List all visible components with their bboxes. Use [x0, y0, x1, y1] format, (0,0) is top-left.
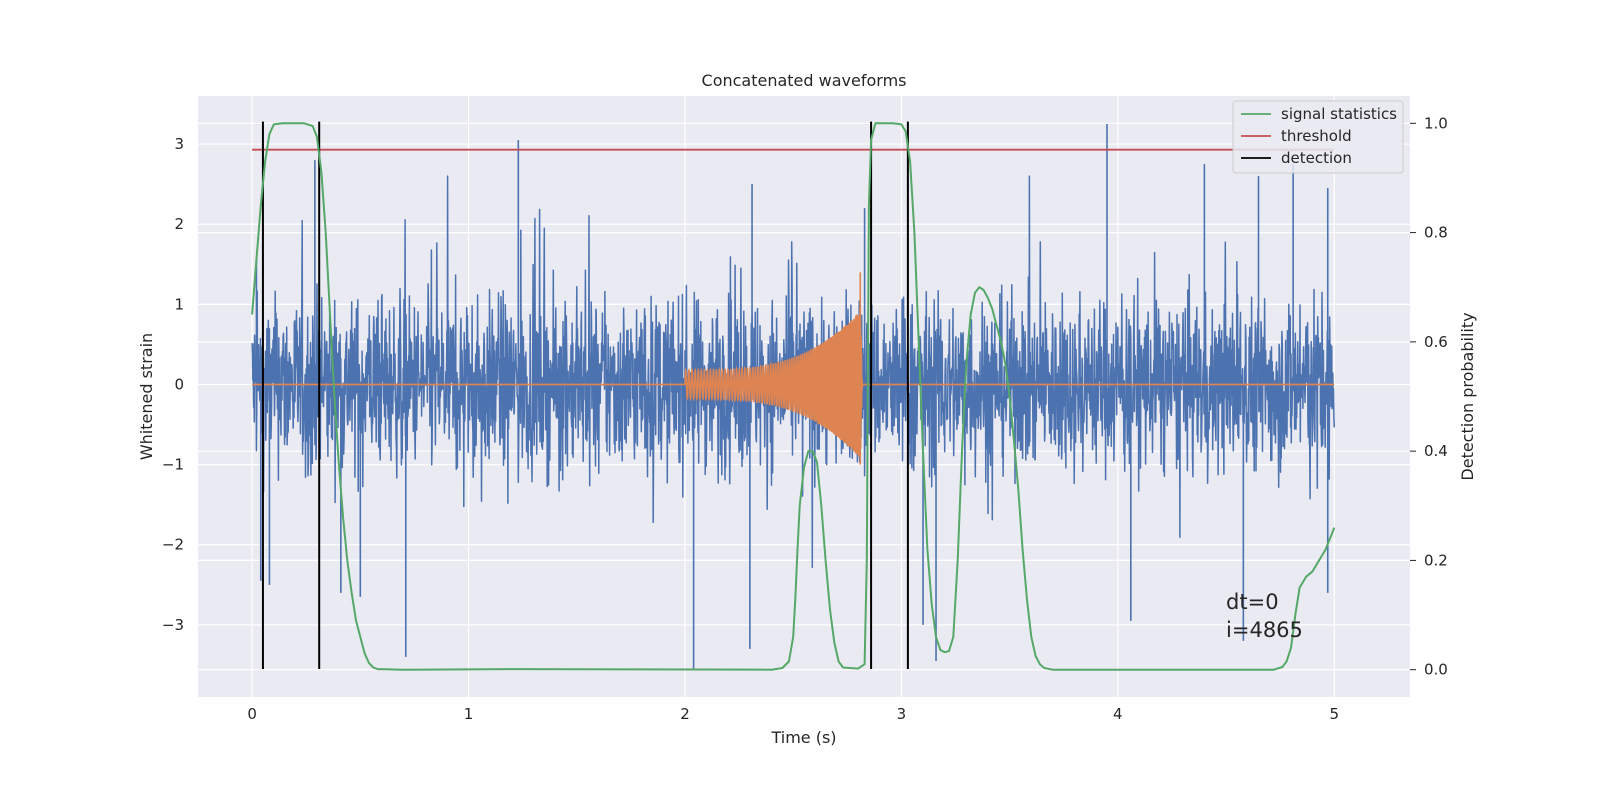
y-tick-label: −3	[162, 616, 184, 634]
signal-statistics-line	[251, 122, 1336, 671]
legend-label-signal-statistics: signal statistics	[1281, 105, 1397, 123]
chart-title: Concatenated waveforms	[702, 71, 907, 90]
y-tick-label: 2	[174, 215, 184, 233]
annotation-dt: dt=0	[1226, 590, 1279, 614]
x-tick-label: 2	[680, 705, 690, 723]
y2-tick-label: 0.2	[1424, 551, 1448, 569]
y2-tick-label: 0.0	[1424, 661, 1448, 679]
y-tick-label: 1	[174, 295, 184, 313]
y2-axis-label: Detection probability	[1458, 312, 1477, 480]
x-tick-label: 5	[1329, 705, 1339, 723]
y2-tick-label: 0.8	[1424, 224, 1448, 242]
series-injected-chirp	[252, 272, 1335, 465]
y-tick-label: 3	[174, 135, 184, 153]
y-tick-label: 0	[174, 375, 184, 393]
annotation-index: i=4865	[1226, 618, 1303, 642]
x-tick-label: 4	[1113, 705, 1123, 723]
legend-label-threshold: threshold	[1281, 127, 1352, 145]
legend: signal statistics threshold detection	[1232, 100, 1404, 174]
y2-tick-label: 0.6	[1424, 333, 1448, 351]
axis-ticks: 0 1 2 3 4 5 −3 −2 −1 0 1 2 3 0.0 0.2 0.4 0.6 0.8 1.0	[162, 114, 1448, 723]
x-tick-label: 0	[247, 705, 257, 723]
series-whitened-strain-noise	[251, 124, 1336, 669]
y-tick-label: −1	[162, 456, 184, 474]
chirp-trace	[684, 308, 864, 457]
y2-tick-label: 0.4	[1424, 442, 1448, 460]
y2-tick-label: 1.0	[1424, 114, 1448, 132]
x-tick-label: 1	[464, 705, 474, 723]
x-axis-label: Time (s)	[770, 728, 836, 747]
x-tick-label: 3	[897, 705, 907, 723]
series-signal-statistics	[251, 122, 1336, 671]
legend-box	[1232, 100, 1404, 174]
legend-label-detection: detection	[1281, 149, 1352, 167]
y-axis-label: Whitened strain	[137, 333, 156, 460]
y-tick-label: −2	[162, 536, 184, 554]
series-detection	[261, 121, 909, 669]
